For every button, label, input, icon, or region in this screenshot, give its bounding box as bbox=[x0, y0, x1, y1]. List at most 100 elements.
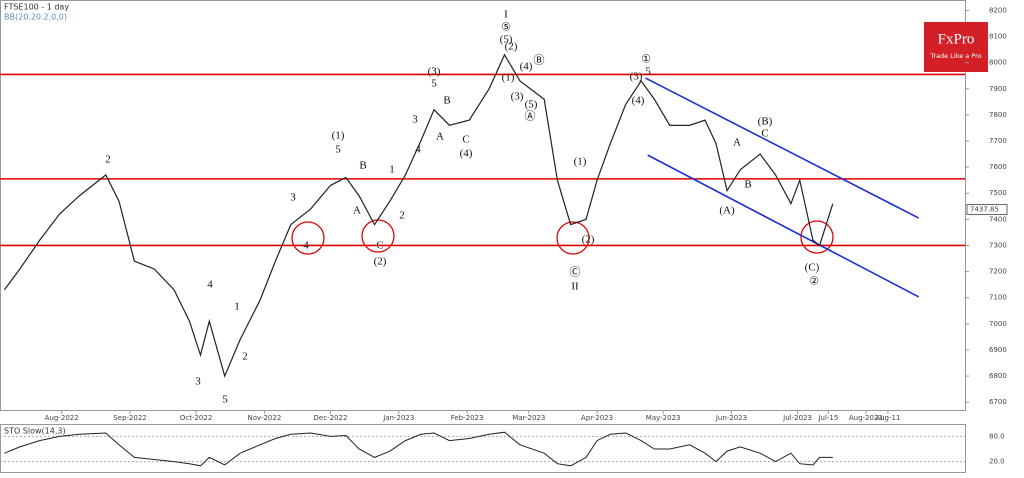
last-price-label: 7437.85 bbox=[970, 205, 999, 213]
x-tick-label: Dec-2022 bbox=[314, 414, 348, 422]
wave-label: 4 bbox=[303, 240, 309, 252]
y-tick-label: 7600 bbox=[989, 163, 1007, 171]
wave-label: C bbox=[462, 134, 469, 146]
logo-tagline: Trade Like a Pro bbox=[929, 52, 981, 60]
channel-line bbox=[645, 77, 920, 219]
osc-tick-label: 80.0 bbox=[989, 432, 1005, 440]
wave-label: 4 bbox=[415, 144, 421, 156]
wave-label: 1 bbox=[389, 164, 395, 176]
wave-label: ① bbox=[641, 54, 651, 66]
y-tick-label: 7200 bbox=[989, 268, 1007, 276]
y-tick-label: 7700 bbox=[989, 137, 1007, 145]
x-tick-label: Jan-2023 bbox=[382, 414, 414, 422]
x-tick-label: Aug-11 bbox=[875, 414, 900, 422]
wave-label: C bbox=[376, 240, 383, 252]
x-tick-label: Nov-2022 bbox=[247, 414, 281, 422]
x-tick-label: Aug-2022 bbox=[45, 414, 79, 422]
wave-label: 5 bbox=[645, 66, 651, 78]
circle bbox=[800, 220, 834, 254]
y-tick-label: 7500 bbox=[989, 189, 1007, 197]
x-tick-label: Apr-2023 bbox=[581, 414, 613, 422]
last-price-box bbox=[966, 203, 1008, 215]
wave-label: (1) bbox=[502, 72, 515, 84]
subtitle: BB(20,20.2,0,0) bbox=[4, 13, 67, 22]
wave-label: 3 bbox=[195, 376, 201, 388]
wave-label: I bbox=[504, 9, 508, 21]
y-tick-label: 6900 bbox=[989, 346, 1007, 354]
wave-label: 2 bbox=[399, 210, 405, 222]
x-tick-label: Jun-2023 bbox=[715, 414, 747, 422]
circle bbox=[291, 221, 325, 255]
wave-label: (B) bbox=[758, 116, 773, 128]
x-tick-label: Aug-2023 bbox=[849, 414, 883, 422]
wave-label: C bbox=[761, 128, 768, 140]
y-tick-label: 7300 bbox=[989, 241, 1007, 249]
x-tick-label: Mar-2023 bbox=[512, 414, 545, 422]
y-tick-label: 7800 bbox=[989, 111, 1007, 119]
chart-title: FTSE100 - 1 day bbox=[4, 3, 69, 12]
wave-label: A bbox=[733, 137, 741, 149]
x-tick-label: Oct-2022 bbox=[180, 414, 212, 422]
y-tick-label: 8100 bbox=[989, 33, 1007, 41]
wave-label: (2) bbox=[505, 41, 518, 53]
wave-label: (A) bbox=[719, 205, 735, 217]
wave-label: 5 bbox=[431, 78, 437, 90]
y-tick-label: 6700 bbox=[989, 398, 1007, 406]
x-tick-label: Jul-2023 bbox=[782, 414, 812, 422]
y-tick-label: 8000 bbox=[989, 59, 1007, 67]
wave-label: A bbox=[436, 131, 444, 143]
wave-label: (C) bbox=[805, 262, 820, 274]
wave-label: (4) bbox=[632, 95, 645, 107]
osc-line bbox=[4, 431, 833, 467]
wave-label: B bbox=[443, 95, 450, 107]
osc-tick-label: 20.0 bbox=[989, 458, 1005, 466]
wave-label: (3) bbox=[428, 66, 441, 78]
logo bbox=[924, 22, 988, 72]
x-tick-label: Sep-2022 bbox=[113, 414, 147, 422]
wave-label: II bbox=[571, 281, 579, 293]
wave-label: 3 bbox=[412, 114, 418, 126]
wave-label: 2 bbox=[105, 154, 111, 166]
osc-title: STO Slow(14,3) bbox=[4, 427, 66, 436]
wave-label: ② bbox=[809, 276, 819, 288]
wave-label: 4 bbox=[207, 279, 213, 291]
y-tick-label: 7900 bbox=[989, 85, 1007, 93]
y-tick-label: 7400 bbox=[989, 215, 1007, 223]
wave-label: A bbox=[353, 205, 361, 217]
channel-line bbox=[647, 154, 920, 298]
plot-frame bbox=[0, 0, 966, 411]
x-tick-label: Jul-15 bbox=[817, 414, 838, 422]
wave-label: (5) bbox=[500, 34, 513, 46]
wave-label: (4) bbox=[520, 61, 533, 73]
wave-label: Ⓑ bbox=[534, 54, 545, 67]
wave-label: (4) bbox=[460, 148, 473, 160]
wave-label: 1 bbox=[234, 301, 240, 313]
wave-label: Ⓒ bbox=[570, 266, 581, 279]
wave-label: Ⓐ bbox=[525, 110, 536, 123]
wave-label: 5 bbox=[335, 144, 341, 156]
wave-label: (1) bbox=[332, 130, 345, 142]
x-tick-label: May-2023 bbox=[646, 414, 681, 422]
price-line bbox=[3, 53, 834, 378]
circle bbox=[556, 221, 590, 255]
wave-label: 5 bbox=[222, 394, 228, 406]
wave-label: B bbox=[359, 160, 366, 172]
highlight-circles bbox=[291, 219, 834, 255]
y-tick-label: 7100 bbox=[989, 294, 1007, 302]
wave-label: (2) bbox=[582, 234, 595, 246]
osc-frame bbox=[0, 424, 966, 473]
y-tick-label: 8200 bbox=[989, 6, 1007, 14]
y-tick-label: 7000 bbox=[989, 320, 1007, 328]
wave-label: 3 bbox=[290, 192, 296, 204]
wave-label: B bbox=[744, 179, 751, 191]
x-tick-label: Feb-2023 bbox=[451, 414, 484, 422]
wave-label: (1) bbox=[574, 156, 587, 168]
wave-label: 2 bbox=[242, 351, 248, 363]
wave-label: (3) bbox=[511, 91, 524, 103]
wave-label: ⑤ bbox=[501, 22, 511, 34]
wave-label: (2) bbox=[374, 256, 387, 268]
wave-label: (3) bbox=[630, 71, 643, 83]
logo-brand: FxPro bbox=[938, 31, 975, 47]
